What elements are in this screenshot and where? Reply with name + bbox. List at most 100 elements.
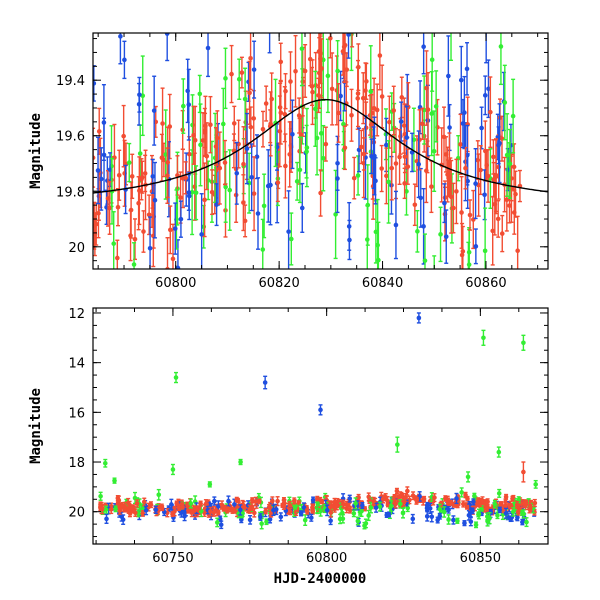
data-point-marker — [316, 93, 321, 98]
data-point-marker — [131, 262, 137, 267]
data-point-marker — [441, 509, 447, 515]
data-point-marker — [422, 258, 428, 263]
data-point-marker — [107, 167, 113, 172]
data-point-marker — [393, 161, 399, 166]
data-point-marker — [360, 503, 365, 508]
data-point-marker — [283, 163, 288, 169]
data-point-red — [361, 0, 366, 24]
data-point-blue — [346, 33, 351, 59]
data-point-red — [248, 106, 254, 148]
data-point-marker — [425, 107, 431, 112]
data-point-blue — [186, 68, 192, 141]
data-point-marker — [487, 515, 492, 521]
data-point-marker — [224, 507, 230, 513]
data-point-marker — [100, 506, 105, 512]
data-point-red — [128, 209, 133, 262]
data-point-blue — [393, 190, 399, 260]
data-point-green — [126, 142, 132, 183]
data-point-blue — [271, 504, 276, 517]
data-point-marker — [415, 229, 420, 234]
data-point-red — [267, 109, 273, 144]
data-point-marker — [218, 522, 224, 528]
data-point-red — [260, 110, 266, 148]
data-point-marker — [508, 516, 513, 522]
data-point-marker — [511, 210, 517, 215]
data-point-marker — [463, 492, 468, 498]
data-point-marker — [416, 315, 422, 321]
data-point-marker — [403, 495, 408, 500]
data-point-marker — [107, 205, 112, 211]
data-point-marker — [132, 495, 138, 501]
data-point-marker — [514, 502, 520, 508]
data-point-green — [289, 212, 294, 266]
data-point-blue — [462, 520, 467, 527]
data-point-marker — [165, 173, 170, 178]
data-point-marker — [462, 520, 467, 526]
data-point-red — [515, 215, 520, 269]
data-point-red — [334, 502, 340, 511]
data-point-marker — [446, 507, 451, 513]
data-point-marker — [122, 57, 127, 63]
data-point-marker — [351, 175, 357, 181]
data-point-red — [216, 509, 221, 516]
data-point-red — [451, 182, 456, 234]
data-point-marker — [267, 517, 273, 522]
data-point-green — [156, 488, 162, 501]
bottom-data-points — [98, 312, 539, 530]
data-point-red — [281, 502, 287, 510]
data-point-red — [319, 38, 324, 99]
data-point-marker — [249, 497, 255, 503]
data-point-red — [429, 160, 434, 214]
data-point-marker — [93, 81, 97, 86]
data-point-marker — [429, 57, 435, 63]
data-point-green — [292, 503, 298, 510]
data-point-marker — [389, 165, 395, 171]
data-point-red — [160, 87, 165, 160]
data-point-blue — [182, 511, 187, 522]
data-point-marker — [491, 177, 496, 182]
data-point-green — [496, 446, 502, 458]
data-point-blue — [503, 507, 509, 519]
data-point-red — [191, 105, 196, 165]
data-point-marker — [183, 175, 188, 181]
data-point-marker — [156, 492, 162, 498]
data-point-marker — [502, 100, 508, 105]
data-point-marker — [168, 227, 173, 233]
data-point-red — [463, 491, 468, 499]
top-frame — [92, 32, 549, 270]
data-point-blue — [454, 492, 459, 505]
data-point-marker — [471, 499, 476, 505]
data-point-marker — [464, 504, 470, 510]
data-point-red — [141, 210, 146, 253]
data-point-marker — [467, 212, 473, 218]
top-data-points — [93, 0, 523, 283]
data-point-marker — [236, 76, 242, 82]
data-point-green — [476, 511, 481, 518]
data-point-marker — [200, 138, 206, 143]
data-point-marker — [524, 519, 529, 525]
data-point-red — [247, 60, 252, 125]
data-point-red — [202, 162, 207, 238]
data-point-blue — [373, 157, 378, 205]
data-point-blue — [346, 201, 352, 251]
data-point-marker — [458, 77, 464, 83]
data-point-red — [176, 503, 182, 511]
data-point-red — [211, 508, 216, 517]
data-point-green — [297, 136, 303, 204]
data-point-marker — [510, 509, 516, 515]
data-point-marker — [220, 121, 226, 127]
data-point-marker — [432, 278, 437, 283]
data-point-red — [523, 499, 529, 506]
data-point-red — [350, 33, 355, 48]
data-point-marker — [379, 94, 385, 99]
data-point-blue — [226, 495, 231, 507]
data-point-marker — [164, 33, 170, 36]
data-point-marker — [288, 79, 293, 84]
data-point-green — [103, 505, 109, 514]
data-point-red — [470, 189, 476, 250]
data-point-red — [514, 501, 520, 509]
data-point-marker — [263, 101, 269, 106]
data-point-marker — [128, 233, 133, 238]
data-point-marker — [507, 203, 512, 208]
